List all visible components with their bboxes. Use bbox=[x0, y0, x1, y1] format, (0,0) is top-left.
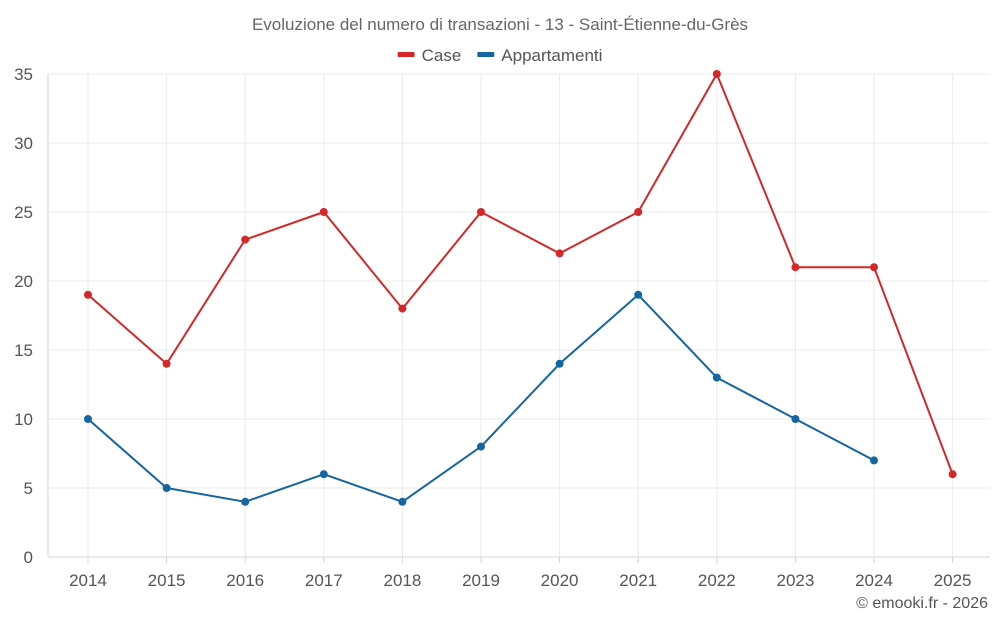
legend-item[interactable]: Case bbox=[397, 46, 462, 65]
x-tick-label: 2019 bbox=[462, 571, 500, 590]
legend-item[interactable]: Appartamenti bbox=[477, 46, 602, 65]
x-tick-label: 2015 bbox=[148, 571, 186, 590]
data-point-appartamenti[interactable] bbox=[712, 373, 721, 382]
axes bbox=[47, 74, 990, 558]
y-tick-label: 0 bbox=[24, 548, 33, 567]
x-tick-label: 2025 bbox=[934, 571, 972, 590]
y-tick-label: 30 bbox=[14, 134, 33, 153]
x-tick-label: 2023 bbox=[776, 571, 814, 590]
x-tick-label: 2022 bbox=[698, 571, 736, 590]
data-point-case[interactable] bbox=[870, 263, 878, 272]
legend-label: Case bbox=[422, 46, 462, 65]
x-tick-label: 2017 bbox=[305, 571, 343, 590]
y-tick-label: 10 bbox=[14, 410, 33, 429]
data-point-case[interactable] bbox=[791, 263, 800, 272]
data-point-case[interactable] bbox=[319, 208, 328, 216]
x-tick-label: 2021 bbox=[619, 571, 657, 590]
series-points bbox=[84, 70, 957, 506]
data-point-appartamenti[interactable] bbox=[870, 456, 878, 465]
grid bbox=[48, 73, 990, 557]
legend-label: Appartamenti bbox=[501, 46, 602, 65]
x-tick-label: 2018 bbox=[383, 571, 421, 590]
data-point-case[interactable] bbox=[712, 70, 721, 78]
data-point-case[interactable] bbox=[241, 235, 250, 244]
data-point-appartamenti[interactable] bbox=[162, 484, 171, 492]
data-point-case[interactable] bbox=[162, 359, 171, 368]
y-tick-label: 25 bbox=[14, 203, 33, 222]
y-tick-label: 15 bbox=[14, 341, 33, 360]
series-line-case bbox=[87, 73, 954, 475]
data-point-case[interactable] bbox=[634, 208, 643, 216]
data-point-appartamenti[interactable] bbox=[477, 442, 485, 451]
data-point-case[interactable] bbox=[477, 208, 485, 216]
series-lines bbox=[87, 73, 954, 503]
x-tick-label: 2024 bbox=[855, 571, 893, 590]
data-point-appartamenti[interactable] bbox=[84, 415, 92, 423]
x-tick-label: 2014 bbox=[69, 571, 107, 590]
data-point-appartamenti[interactable] bbox=[319, 470, 328, 479]
x-tick-label: 2020 bbox=[541, 571, 579, 590]
footer-credit: © emooki.fr - 2026 bbox=[856, 595, 988, 612]
y-axis-ticks: 0 5 10 15 20 25 30 35 bbox=[14, 65, 33, 567]
data-point-appartamenti[interactable] bbox=[555, 359, 564, 368]
data-point-appartamenti[interactable] bbox=[791, 415, 800, 423]
data-point-case[interactable] bbox=[948, 470, 957, 479]
x-axis-ticks: 2014 2015 2016 2017 2018 2019 2020 2021 2022 2023… bbox=[69, 557, 972, 590]
y-tick-label: 5 bbox=[24, 479, 33, 498]
data-point-appartamenti[interactable] bbox=[634, 290, 643, 299]
data-point-case[interactable] bbox=[555, 249, 564, 258]
data-point-case[interactable] bbox=[84, 290, 92, 299]
data-point-case[interactable] bbox=[398, 304, 407, 313]
legend-swatch bbox=[477, 52, 495, 57]
chart-title: Evoluzione del numero di transazioni - 1… bbox=[252, 15, 748, 34]
data-point-appartamenti[interactable] bbox=[241, 497, 250, 506]
legend-swatch bbox=[397, 52, 415, 57]
y-tick-label: 35 bbox=[14, 65, 33, 84]
x-tick-label: 2016 bbox=[226, 571, 264, 590]
legend: Case Appartamenti bbox=[397, 46, 602, 65]
y-tick-label: 20 bbox=[14, 272, 33, 291]
data-point-appartamenti[interactable] bbox=[398, 497, 407, 506]
